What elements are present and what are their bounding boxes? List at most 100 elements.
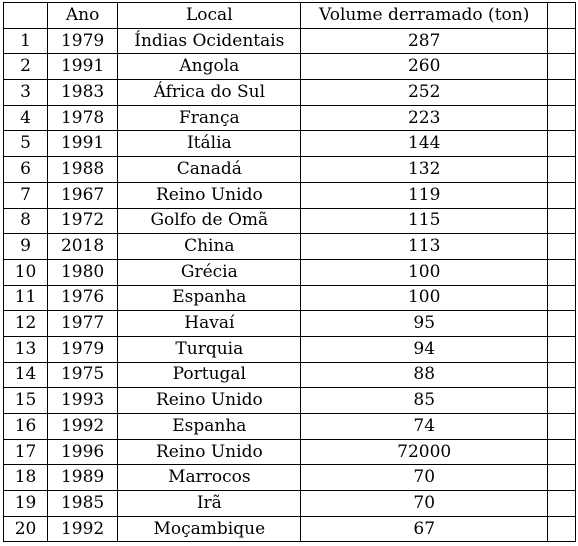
cell-year: 1979 (47, 27, 119, 55)
cell-index: 17 (2, 438, 49, 466)
cell-location: China (117, 233, 302, 260)
table-row: 4 1978 França 223 (2, 104, 577, 132)
cell-volume: 95 (300, 310, 548, 337)
cell-index: 20 (2, 515, 49, 543)
cell-volume: 88 (300, 361, 548, 389)
table-row: 12 1977 Havaí 95 (2, 310, 577, 337)
cell-index: 7 (2, 181, 49, 209)
table-row: 13 1979 Turquia 94 (2, 335, 577, 363)
cell-year: 1993 (47, 387, 119, 414)
header-volume: Volume derramado (ton) (300, 2, 548, 29)
cell-location: Canadá (117, 156, 302, 183)
table-row: 7 1967 Reino Unido 119 (2, 181, 577, 209)
cell-volume: 115 (300, 207, 548, 235)
cell-location: Grécia (117, 258, 302, 286)
cell-year: 1991 (47, 130, 119, 158)
cell-location: Havaí (117, 310, 302, 337)
cell-index: 2 (2, 53, 49, 81)
cell-location: Espanha (117, 413, 302, 440)
cell-extra (546, 490, 577, 517)
table-row: 11 1976 Espanha 100 (2, 284, 577, 312)
cell-extra (546, 310, 577, 337)
cell-extra (546, 515, 577, 543)
cell-volume: 70 (300, 464, 548, 492)
cell-location: Reino Unido (117, 387, 302, 414)
cell-index: 1 (2, 27, 49, 55)
table-row: 8 1972 Golfo de Omã 115 (2, 207, 577, 235)
cell-extra (546, 438, 577, 466)
cell-location: Reino Unido (117, 181, 302, 209)
cell-index: 4 (2, 104, 49, 132)
cell-location: Portugal (117, 361, 302, 389)
cell-index: 8 (2, 207, 49, 235)
cell-index: 18 (2, 464, 49, 492)
cell-extra (546, 387, 577, 414)
cell-index: 15 (2, 387, 49, 414)
cell-index: 19 (2, 490, 49, 517)
cell-location: Angola (117, 53, 302, 81)
cell-extra (546, 464, 577, 492)
cell-year: 2018 (47, 233, 119, 260)
cell-volume: 85 (300, 387, 548, 414)
table-row: 5 1991 Itália 144 (2, 130, 577, 158)
table-row: 9 2018 China 113 (2, 233, 577, 260)
header-extra (546, 2, 577, 29)
table-row: 1 1979 Índias Ocidentais 287 (2, 27, 577, 55)
cell-index: 9 (2, 233, 49, 260)
cell-index: 5 (2, 130, 49, 158)
table-body: 1 1979 Índias Ocidentais 287 2 1991 Angola 260 3… (2, 27, 577, 543)
cell-volume: 74 (300, 413, 548, 440)
cell-volume: 72000 (300, 438, 548, 466)
table-row: 3 1983 África do Sul 252 (2, 79, 577, 106)
cell-year: 1992 (47, 515, 119, 543)
cell-volume: 100 (300, 284, 548, 312)
cell-index: 10 (2, 258, 49, 286)
cell-year: 1972 (47, 207, 119, 235)
header-location: Local (117, 2, 302, 29)
cell-volume: 94 (300, 335, 548, 363)
cell-volume: 144 (300, 130, 548, 158)
table-row: 10 1980 Grécia 100 (2, 258, 577, 286)
cell-year: 1980 (47, 258, 119, 286)
cell-extra (546, 53, 577, 81)
header-index (2, 2, 49, 29)
cell-year: 1976 (47, 284, 119, 312)
cell-volume: 67 (300, 515, 548, 543)
cell-index: 12 (2, 310, 49, 337)
cell-location: Índias Ocidentais (117, 27, 302, 55)
cell-location: Moçambique (117, 515, 302, 543)
cell-volume: 223 (300, 104, 548, 132)
cell-year: 1991 (47, 53, 119, 81)
table-row: 18 1989 Marrocos 70 (2, 464, 577, 492)
table-header-row: Ano Local Volume derramado (ton) (2, 2, 577, 29)
cell-location: África do Sul (117, 79, 302, 106)
cell-location: Turquia (117, 335, 302, 363)
cell-year: 1992 (47, 413, 119, 440)
table-row: 14 1975 Portugal 88 (2, 361, 577, 389)
cell-year: 1975 (47, 361, 119, 389)
table-row: 16 1992 Espanha 74 (2, 413, 577, 440)
cell-extra (546, 284, 577, 312)
table-row: 20 1992 Moçambique 67 (2, 515, 577, 543)
cell-year: 1978 (47, 104, 119, 132)
cell-volume: 113 (300, 233, 548, 260)
cell-volume: 252 (300, 79, 548, 106)
table-row: 6 1988 Canadá 132 (2, 156, 577, 183)
cell-location: França (117, 104, 302, 132)
cell-year: 1983 (47, 79, 119, 106)
cell-volume: 287 (300, 27, 548, 55)
cell-volume: 119 (300, 181, 548, 209)
cell-extra (546, 27, 577, 55)
cell-extra (546, 258, 577, 286)
cell-location: Espanha (117, 284, 302, 312)
cell-extra (546, 233, 577, 260)
header-year: Ano (47, 2, 119, 29)
cell-extra (546, 130, 577, 158)
cell-index: 11 (2, 284, 49, 312)
cell-index: 6 (2, 156, 49, 183)
cell-year: 1985 (47, 490, 119, 517)
cell-extra (546, 181, 577, 209)
cell-extra (546, 361, 577, 389)
cell-volume: 70 (300, 490, 548, 517)
